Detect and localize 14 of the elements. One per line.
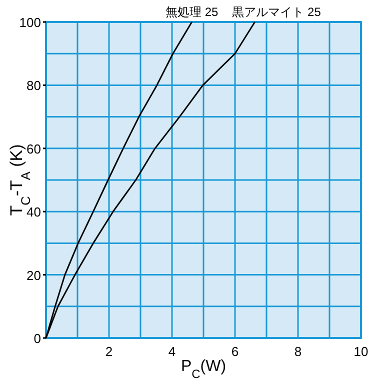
y-tick-label: 40 xyxy=(26,204,41,220)
series-label: 無処理 25 xyxy=(166,5,219,19)
x-tick-label: 4 xyxy=(168,344,176,359)
y-tick-label: 20 xyxy=(26,268,41,283)
x-tick-label: 2 xyxy=(105,344,113,359)
x-axis-title: P$_{C}$(W) xyxy=(180,358,226,381)
x-tick-label: 10 xyxy=(354,344,368,359)
y-tick-label: 0 xyxy=(34,331,41,346)
series-label: 黒アルマイト 25 xyxy=(232,5,322,19)
y-tick-label: 80 xyxy=(26,78,41,94)
y-tick-label: 100 xyxy=(19,15,41,30)
x-tick-label: 6 xyxy=(231,344,239,359)
y-tick-label: 60 xyxy=(26,141,41,156)
x-tick-label: 8 xyxy=(294,344,302,359)
